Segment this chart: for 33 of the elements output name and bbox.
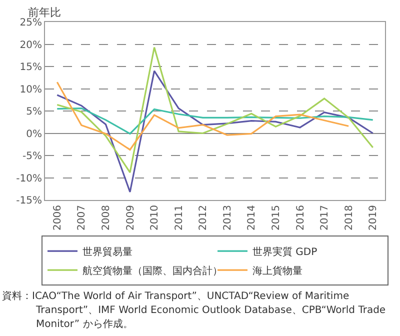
y-tick-label: 20% [20,40,42,51]
x-tick-label: 2013 [222,205,234,230]
y-tick-label: -15% [16,196,42,206]
y-tick-label: 15% [20,62,42,73]
x-tick-label: 2008 [100,205,112,230]
y-tick-label: -5% [22,151,42,162]
x-tick-label: 2017 [320,205,331,230]
y-tick-label: 10% [20,84,42,96]
x-tick-label: 2010 [150,205,161,230]
legend-label: 世界実質 GDP [252,246,318,258]
legend-label: 航空貨物量（国際、国内合計） [82,265,222,277]
x-tick-label: 2006 [52,205,64,230]
x-tick-label: 2012 [198,205,210,230]
text: 資料：ICAO“The World of Air Transport”、UNCTAD“Review of Maritime Transport”、IMF World Economic Outlook Database、CPB“World Trade Monitor” から作成。 [2,290,387,332]
line-series [56,108,374,134]
x-tick-label: 2018 [344,205,355,230]
x-tick-label: 2009 [125,205,136,230]
line-series [56,81,350,151]
x-tick-label: 2019 [368,205,380,230]
x-tick-label: 2011 [174,205,185,230]
legend-label: 世界貿易量 [82,246,132,258]
x-tick-label: 2016 [295,205,306,230]
y-tick-label: 25% [20,18,42,28]
line-series [56,70,374,193]
line-series [56,46,374,174]
x-tick-label: 2015 [270,205,282,230]
x-tick-label: 2007 [76,205,88,230]
y-tick-label: 5% [26,106,42,118]
y-tick-label: 0% [26,128,42,140]
legend-label: 海上貨物量 [252,265,302,277]
y-axis-title: 前年比 [28,6,61,19]
x-tick-label: 2014 [246,205,258,230]
y-tick-label: -10% [16,173,42,184]
